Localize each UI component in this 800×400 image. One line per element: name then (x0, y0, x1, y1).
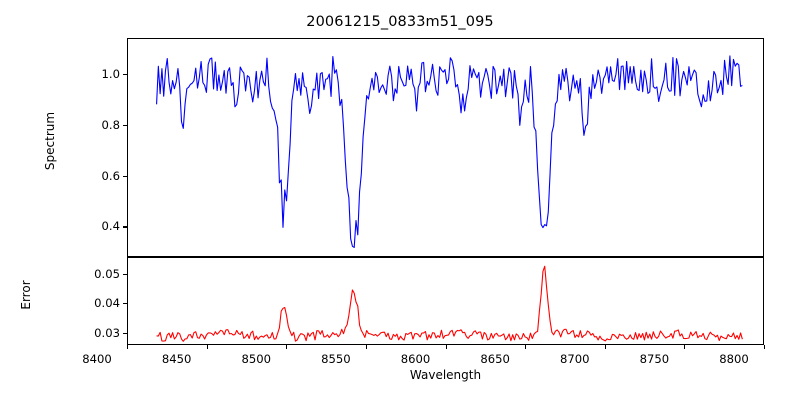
spectrum-ytick-mark-3 (123, 73, 127, 75)
error-y-axis-label: Error (19, 280, 33, 310)
spectrum-ytick-label-3: 1.0 (101, 66, 120, 81)
xtick-label-7: 8750 (639, 352, 670, 366)
error-ytick-label-0: 0.03 (94, 325, 120, 340)
xtick-label-4: 8600 (400, 352, 431, 366)
error-ytick-mark-1 (123, 303, 127, 305)
spectrum-ytick-mark-0 (123, 226, 127, 228)
spectrum-ytick-mark-2 (123, 124, 127, 126)
xtick-mark-8 (764, 345, 766, 349)
error-ytick-mark-0 (123, 332, 127, 334)
error-plot-area (127, 257, 764, 345)
error-data-line (156, 265, 743, 342)
xtick-label-5: 8650 (480, 352, 510, 366)
xtick-mark-2 (286, 345, 288, 349)
xtick-mark-7 (684, 345, 686, 349)
xtick-mark-0 (127, 345, 129, 349)
spectrum-ytick-mark-1 (123, 175, 127, 177)
page-title: 20061215_0833m51_095 (306, 14, 494, 30)
x-axis-label: Wavelength (409, 368, 482, 382)
xtick-mark-4 (445, 345, 447, 349)
spectrum-data-line (156, 55, 743, 249)
xtick-mark-3 (365, 345, 367, 349)
error-ytick-label-1: 0.04 (94, 296, 120, 311)
xtick-mark-1 (206, 345, 208, 349)
xtick-label-1: 8450 (161, 352, 192, 366)
spectrum-ytick-label-1: 0.6 (101, 168, 120, 183)
spectrum-line-series (156, 55, 743, 249)
xtick-mark-6 (604, 345, 606, 349)
error-line-series (156, 265, 743, 342)
xtick-label-6: 8700 (559, 352, 590, 366)
xtick-label-3: 8550 (321, 352, 351, 366)
xtick-mark-5 (525, 345, 527, 349)
spectrum-y-axis-label: Spectrum (43, 111, 57, 171)
xtick-label-0: 8400 (82, 352, 112, 366)
spectrum-plot-area (127, 38, 764, 257)
xtick-label-8: 8800 (719, 352, 749, 366)
xtick-label-2: 8500 (241, 352, 271, 366)
spectrum-ytick-label-0: 0.4 (101, 219, 120, 234)
error-ytick-mark-2 (123, 274, 127, 276)
error-ytick-label-2: 0.05 (94, 267, 120, 281)
spectrum-ytick-label-2: 0.8 (101, 117, 120, 132)
